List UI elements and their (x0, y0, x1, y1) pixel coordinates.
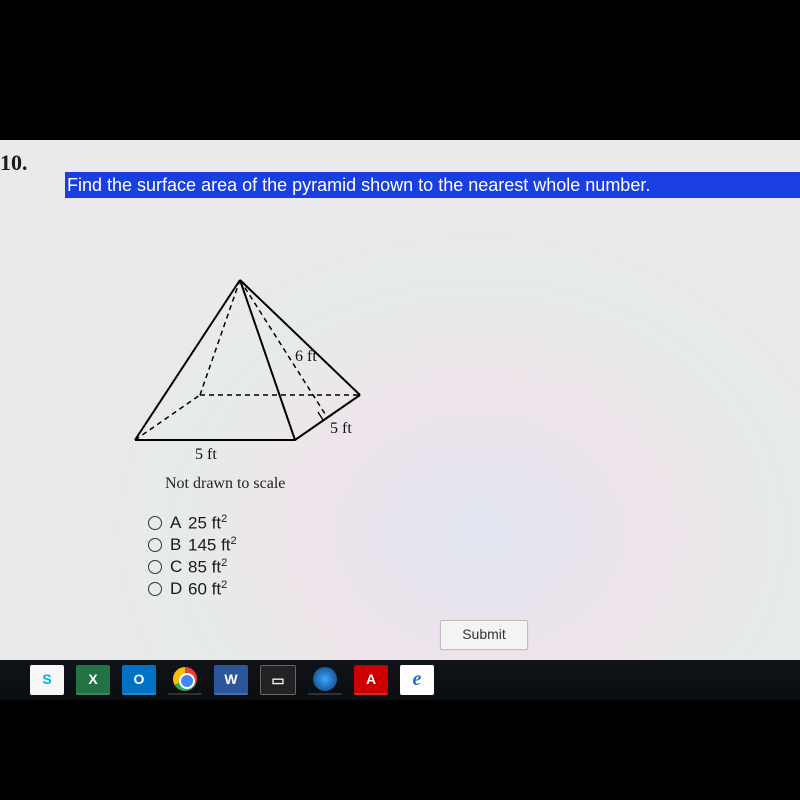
taskbar-outlook-icon[interactable]: O (122, 665, 156, 695)
label-slant-height: 6 ft (295, 348, 317, 366)
choice-value: 85 ft2 (188, 557, 227, 578)
taskbar-safari-icon[interactable] (308, 665, 342, 695)
taskbar-word-icon[interactable]: W (214, 665, 248, 695)
choice-a[interactable]: A 25 ft2 (148, 512, 237, 534)
submit-button[interactable]: Submit (440, 620, 528, 650)
radio-icon[interactable] (148, 516, 162, 530)
radio-icon[interactable] (148, 582, 162, 596)
taskbar-chrome-icon[interactable] (168, 665, 202, 695)
choice-value: 25 ft2 (188, 513, 227, 534)
choice-letter: B (170, 535, 188, 555)
choice-d[interactable]: D 60 ft2 (148, 578, 237, 600)
choice-letter: D (170, 579, 188, 599)
black-bar-top (0, 0, 800, 140)
choice-value: 60 ft2 (188, 579, 227, 600)
taskbar-skype-icon[interactable]: S (30, 665, 64, 695)
label-base-front: 5 ft (195, 446, 217, 464)
label-base-right: 5 ft (330, 420, 352, 438)
choice-letter: C (170, 557, 188, 577)
taskbar-excel-icon[interactable]: X (76, 665, 110, 695)
question-number: 10. (0, 150, 28, 176)
choice-letter: A (170, 513, 188, 533)
choice-c[interactable]: C 85 ft2 (148, 556, 237, 578)
figure-caption: Not drawn to scale (165, 475, 285, 493)
black-bar-bottom (0, 700, 800, 800)
radio-icon[interactable] (148, 560, 162, 574)
taskbar-ie-icon[interactable]: e (400, 665, 434, 695)
answer-choices: A 25 ft2 B 145 ft2 C 85 ft2 D 60 ft2 (148, 512, 237, 600)
pyramid-diagram: 6 ft 5 ft 5 ft (120, 270, 380, 470)
radio-icon[interactable] (148, 538, 162, 552)
choice-value: 145 ft2 (188, 535, 237, 556)
question-prompt-highlighted[interactable]: Find the surface area of the pyramid sho… (65, 172, 800, 198)
taskbar-acrobat-icon[interactable]: A (354, 665, 388, 695)
taskbar-taskview-icon[interactable]: ▭ (260, 665, 296, 695)
choice-b[interactable]: B 145 ft2 (148, 534, 237, 556)
windows-taskbar: S X O W ▭ A e (0, 660, 800, 700)
